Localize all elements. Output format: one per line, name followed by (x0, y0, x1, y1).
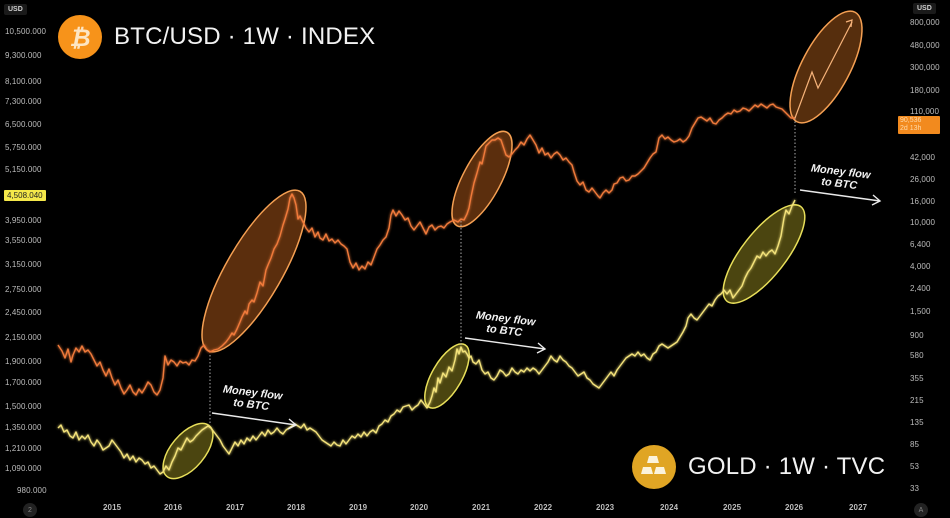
btc-highlight-2026-projection (789, 10, 863, 124)
right-price-axis[interactable]: USD 800,000 480,000 300,000 180,000 110,… (888, 0, 950, 518)
btc-price-line (57, 103, 795, 396)
btc-highlight-2020 (451, 130, 513, 228)
gold-legend: GOLD · 1W · TVC (632, 445, 885, 489)
right-tick: 180,000 (910, 86, 940, 95)
left-tick: 1,500.000 (5, 402, 42, 411)
money-flow-arrow-2 (464, 337, 547, 354)
right-tick: 900 (910, 331, 924, 340)
x-tick: 2021 (472, 503, 491, 512)
x-tick: 2019 (349, 503, 368, 512)
gold-price-line (57, 199, 796, 475)
gold-current-price-label: 4,508.040 (4, 190, 46, 201)
x-tick: 2027 (849, 503, 868, 512)
gold-bars-icon (632, 445, 676, 489)
left-tick: 1,700.000 (5, 378, 42, 387)
x-tick: 2026 (785, 503, 804, 512)
gold-series-title: GOLD · 1W · TVC (688, 453, 886, 480)
left-tick: 2,150.000 (5, 333, 42, 342)
gold-highlight-2016 (162, 422, 214, 480)
left-tick: 1,210.000 (5, 444, 42, 453)
x-tick: 2025 (723, 503, 742, 512)
right-tick: 135 (910, 418, 924, 427)
left-price-axis[interactable]: USD 10,500.000 9,300.000 8,100.000 7,300… (0, 0, 58, 518)
left-tick: 2,750.000 (5, 285, 42, 294)
left-tick: 6,500.000 (5, 120, 42, 129)
right-tick: 16,000 (910, 197, 936, 206)
left-axis-unit: USD (4, 4, 27, 15)
btc-series-title: BTC/USD · 1W · INDEX (114, 23, 376, 50)
right-tick: 1,500 (910, 307, 931, 316)
x-tick: 2016 (164, 503, 183, 512)
right-tick: 355 (910, 374, 924, 383)
money-flow-arrow-3 (799, 189, 882, 206)
left-tick: 3,550.000 (5, 236, 42, 245)
right-tick: 4,000 (910, 262, 931, 271)
right-tick: 800,000 (910, 18, 940, 27)
left-tick: 3,950.000 (5, 216, 42, 225)
left-tick: 1,900.000 (5, 357, 42, 366)
scale-toggle-button[interactable]: 2 (23, 503, 37, 517)
x-tick: 2022 (534, 503, 553, 512)
right-tick: 33 (910, 484, 920, 493)
right-tick: 6,400 (910, 240, 931, 249)
left-tick: 5,150.000 (5, 165, 42, 174)
btc-current-price: 90,536 (900, 117, 922, 124)
right-tick: 85 (910, 440, 920, 449)
right-tick: 580 (910, 351, 924, 360)
right-tick: 53 (910, 462, 920, 471)
left-tick: 1,350.000 (5, 423, 42, 432)
btc-highlight-2017 (201, 189, 307, 353)
x-tick: 2024 (660, 503, 679, 512)
left-tick: 2,450.000 (5, 308, 42, 317)
right-tick: 42,000 (910, 153, 936, 162)
x-tick: 2017 (226, 503, 245, 512)
x-tick: 2020 (410, 503, 429, 512)
btc-current-price-label: 90,536 2d 13h (898, 116, 940, 134)
right-axis-unit: USD (913, 3, 936, 14)
left-tick: 5,750.000 (5, 143, 42, 152)
x-tick: 2015 (103, 503, 122, 512)
left-tick: 8,100.000 (5, 77, 42, 86)
btc-projection-line (794, 21, 853, 119)
left-tick: 980.000 (17, 486, 47, 495)
left-tick: 7,300.000 (5, 97, 42, 106)
bar-countdown: 2d 13h (900, 125, 922, 132)
money-flow-arrow-1 (211, 412, 298, 430)
left-tick: 3,150.000 (5, 260, 42, 269)
right-tick: 2,400 (910, 284, 931, 293)
bitcoin-icon: ₿ (58, 15, 102, 59)
right-tick: 10,000 (910, 218, 936, 227)
auto-scale-button[interactable]: A (914, 503, 928, 517)
right-tick: 300,000 (910, 63, 940, 72)
btc-legend: ₿ BTC/USD · 1W · INDEX (58, 15, 375, 59)
left-tick: 9,300.000 (5, 51, 42, 60)
x-tick: 2018 (287, 503, 306, 512)
left-tick: 10,500.000 (5, 27, 47, 36)
right-tick: 480,000 (910, 41, 940, 50)
right-tick: 110,000 (910, 107, 940, 116)
right-tick: 215 (910, 396, 924, 405)
svg-text:₿: ₿ (69, 24, 90, 52)
right-tick: 26,000 (910, 175, 936, 184)
left-tick: 1,090.000 (5, 464, 42, 473)
x-tick: 2023 (596, 503, 615, 512)
